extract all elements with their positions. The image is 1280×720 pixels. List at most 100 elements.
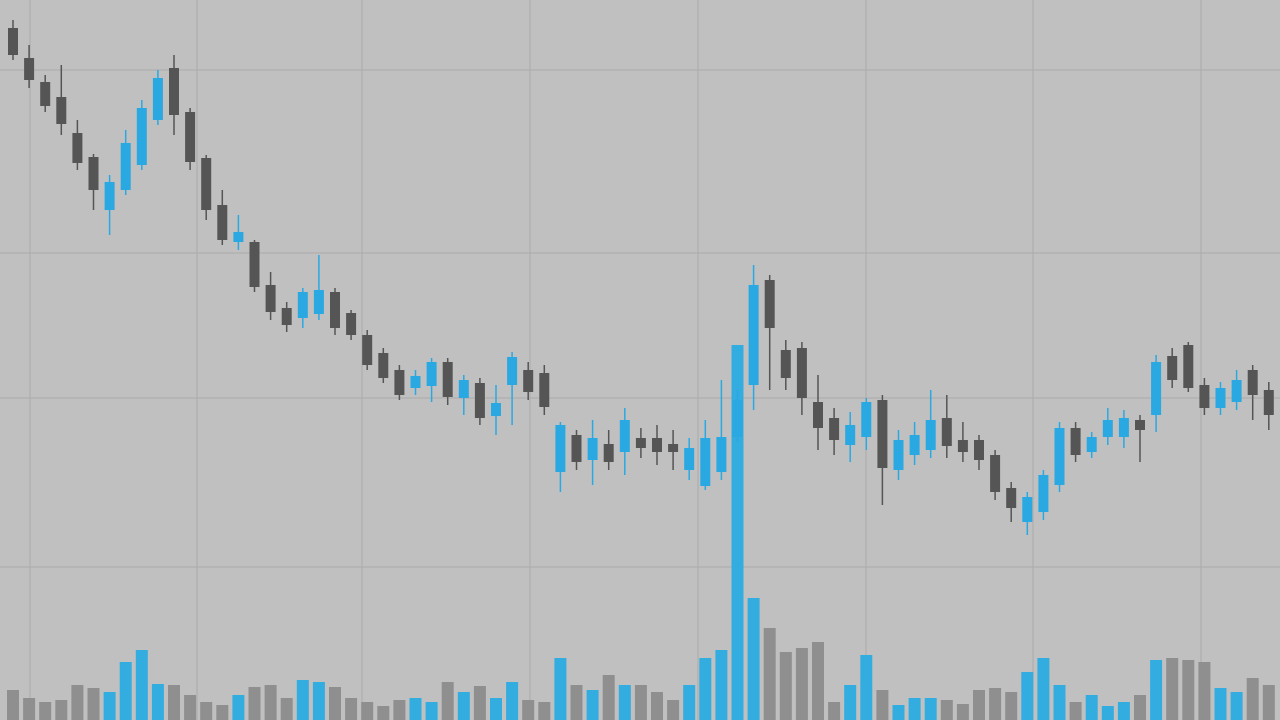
- volume-bar: [361, 702, 374, 720]
- candle-body: [410, 376, 421, 388]
- candle-body: [893, 440, 904, 470]
- candle-body: [571, 435, 582, 462]
- volume-bar: [1150, 660, 1163, 720]
- candle-body: [861, 402, 872, 437]
- volume-bar: [860, 655, 873, 720]
- volume-bar: [393, 700, 406, 720]
- volume-bar: [892, 705, 905, 720]
- volume-bar: [602, 675, 615, 720]
- volume-bar: [506, 682, 519, 720]
- candle-body: [24, 58, 35, 80]
- volume-bar: [731, 345, 744, 720]
- candle-body: [507, 357, 518, 385]
- candle-body: [1151, 362, 1162, 415]
- candle-body: [152, 78, 163, 120]
- volume-bar: [473, 686, 486, 720]
- volume-bar: [1262, 685, 1275, 720]
- volume-bar: [956, 704, 969, 720]
- volume-bar: [312, 682, 325, 720]
- volume-bar: [216, 705, 229, 720]
- candle-body: [974, 440, 984, 460]
- volume-bar: [264, 685, 277, 720]
- candle-body: [813, 402, 823, 428]
- volume-bar: [876, 690, 889, 720]
- candle-body: [104, 182, 115, 210]
- candle-body: [281, 308, 292, 325]
- volume-bar: [554, 658, 567, 720]
- volume-bar: [232, 695, 245, 720]
- candle-body: [491, 403, 501, 416]
- volume-bar: [248, 687, 261, 720]
- volume-bar: [973, 690, 985, 720]
- volume-bar: [39, 702, 52, 720]
- volume-bar: [119, 662, 132, 720]
- volume-bar: [1005, 692, 1018, 720]
- candle-body: [249, 242, 260, 287]
- candle-body: [1022, 497, 1033, 522]
- candle-body: [555, 425, 566, 472]
- candle-body: [136, 108, 147, 165]
- volume-bar: [55, 700, 68, 720]
- volume-bar: [296, 680, 309, 720]
- candle-body: [909, 435, 920, 455]
- candle-body: [1247, 370, 1258, 395]
- volume-bar: [586, 690, 599, 720]
- candle-body: [233, 232, 244, 242]
- volume-bar: [651, 692, 663, 720]
- volume-bar: [23, 698, 36, 720]
- volume-bar: [618, 685, 631, 720]
- candle-body: [1006, 488, 1017, 508]
- candle-body: [603, 444, 614, 462]
- candle-body: [201, 158, 212, 210]
- candle-body: [1086, 437, 1097, 452]
- volume-bar: [844, 685, 857, 720]
- candle-body: [1118, 418, 1129, 437]
- candle-body: [619, 420, 630, 452]
- volume-bar: [924, 698, 937, 720]
- candle-body: [1231, 380, 1242, 402]
- volume-bar: [779, 652, 792, 720]
- volume-bar: [763, 628, 776, 720]
- candle-body: [845, 425, 856, 445]
- volume-bar: [425, 702, 438, 720]
- volume-bar: [1246, 678, 1259, 720]
- candle-body: [1199, 385, 1210, 408]
- candle-body: [1167, 356, 1178, 380]
- candle-body: [925, 420, 936, 450]
- volume-bar: [71, 685, 84, 720]
- candle-body: [362, 335, 373, 365]
- volume-bar: [135, 650, 148, 720]
- volume-bar: [1182, 660, 1195, 720]
- volume-bar: [538, 702, 551, 720]
- volume-bar: [329, 687, 341, 720]
- candle-body: [346, 313, 357, 335]
- volume-bar: [103, 692, 116, 720]
- volume-bar: [747, 598, 760, 720]
- candle-body: [539, 373, 550, 407]
- candle-body: [88, 157, 99, 190]
- candle-body: [426, 362, 437, 386]
- candle-body: [1263, 390, 1274, 415]
- candle-body: [56, 97, 67, 124]
- volume-bar: [1021, 672, 1034, 720]
- candle-body: [1054, 428, 1065, 485]
- volume-bar: [280, 698, 293, 720]
- volume-bar: [634, 685, 647, 720]
- candle-body: [780, 350, 791, 378]
- candle-body: [394, 370, 405, 395]
- candle-body: [442, 362, 453, 397]
- volume-bar: [908, 698, 921, 720]
- candle-body: [523, 370, 534, 392]
- candle-body: [941, 418, 952, 446]
- volume-bar: [457, 692, 470, 720]
- candle-body: [587, 438, 598, 460]
- volume-bar: [168, 685, 180, 720]
- volume-bar: [490, 698, 502, 720]
- volume-bar: [1198, 662, 1211, 720]
- candle-body: [378, 353, 389, 378]
- candle-body: [1183, 345, 1194, 388]
- candle-body: [1070, 428, 1081, 455]
- candle-body: [877, 400, 888, 468]
- volume-bar: [699, 658, 712, 720]
